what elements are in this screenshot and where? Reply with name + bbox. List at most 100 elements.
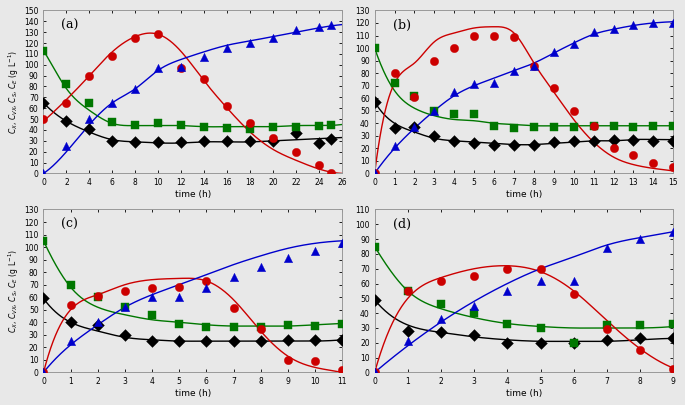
Point	[469, 303, 479, 309]
Point	[389, 143, 400, 149]
Point	[508, 34, 519, 40]
Point	[528, 124, 539, 130]
Point	[569, 291, 580, 297]
Point	[569, 339, 580, 346]
Point	[369, 369, 380, 376]
Point	[469, 310, 479, 316]
Point	[409, 92, 420, 99]
Point	[61, 100, 72, 106]
Point	[314, 162, 325, 168]
Point	[84, 116, 95, 122]
Point	[409, 124, 420, 130]
Point	[488, 32, 499, 39]
Point	[402, 288, 413, 294]
Point	[628, 151, 639, 158]
Point	[389, 125, 400, 132]
Point	[65, 338, 76, 344]
Point	[38, 295, 49, 302]
Point	[469, 332, 479, 339]
X-axis label: time (h): time (h)	[506, 190, 542, 199]
Point	[528, 62, 539, 69]
Point	[535, 266, 546, 272]
Point	[601, 245, 612, 251]
Point	[668, 335, 679, 341]
Point	[314, 23, 325, 30]
Point	[528, 141, 539, 148]
Point	[107, 100, 118, 106]
Point	[409, 94, 420, 100]
Point	[256, 264, 266, 271]
Point	[222, 45, 233, 52]
Point	[268, 138, 279, 144]
Point	[107, 53, 118, 59]
Point	[469, 32, 479, 39]
Point	[369, 296, 380, 303]
Point	[409, 124, 420, 130]
Point	[668, 320, 679, 327]
Point	[174, 320, 185, 327]
Point	[130, 121, 141, 128]
Point	[174, 284, 185, 290]
Point	[92, 322, 103, 328]
Point	[201, 324, 212, 330]
Point	[325, 170, 336, 177]
Point	[449, 89, 460, 95]
Point	[228, 324, 239, 330]
Point	[245, 120, 256, 127]
Point	[389, 80, 400, 86]
Y-axis label: $C_X$, $C_{VX}$, $C_S$, $C_E$ (g L$^{-1}$): $C_X$, $C_{VX}$, $C_S$, $C_E$ (g L$^{-1}…	[7, 249, 21, 333]
Point	[508, 125, 519, 132]
Point	[38, 47, 49, 54]
Point	[92, 319, 103, 326]
X-axis label: time (h): time (h)	[506, 389, 542, 398]
Point	[153, 31, 164, 38]
Point	[310, 247, 321, 254]
Point	[535, 325, 546, 331]
Point	[38, 369, 49, 376]
Point	[469, 81, 479, 87]
Point	[469, 111, 479, 118]
Point	[429, 107, 440, 114]
Point	[38, 170, 49, 177]
Point	[548, 85, 559, 92]
Point	[548, 49, 559, 55]
Point	[569, 107, 580, 114]
Point	[199, 124, 210, 130]
Point	[245, 138, 256, 144]
Point	[436, 329, 447, 336]
Point	[130, 34, 141, 41]
Point	[147, 311, 158, 318]
Point	[174, 294, 185, 301]
Point	[336, 367, 347, 373]
Point	[92, 293, 103, 299]
Point	[147, 338, 158, 344]
Point	[38, 116, 49, 122]
Point	[268, 134, 279, 141]
Point	[147, 285, 158, 292]
Point	[153, 120, 164, 127]
Point	[61, 143, 72, 149]
Point	[119, 332, 130, 338]
Point	[668, 138, 679, 144]
Point	[199, 138, 210, 144]
Point	[65, 319, 76, 326]
Point	[65, 281, 76, 288]
Point	[429, 58, 440, 64]
Point	[314, 122, 325, 129]
Point	[588, 123, 599, 129]
Point	[502, 320, 513, 327]
Point	[245, 40, 256, 46]
Point	[402, 328, 413, 334]
Point	[608, 145, 619, 151]
Point	[282, 322, 293, 328]
Point	[336, 240, 347, 247]
Point	[268, 124, 279, 130]
Point	[176, 65, 187, 71]
Point	[429, 132, 440, 139]
Point	[449, 45, 460, 51]
Point	[588, 138, 599, 144]
Point	[290, 148, 301, 155]
Point	[668, 123, 679, 129]
Point	[245, 126, 256, 132]
Point	[648, 123, 659, 129]
